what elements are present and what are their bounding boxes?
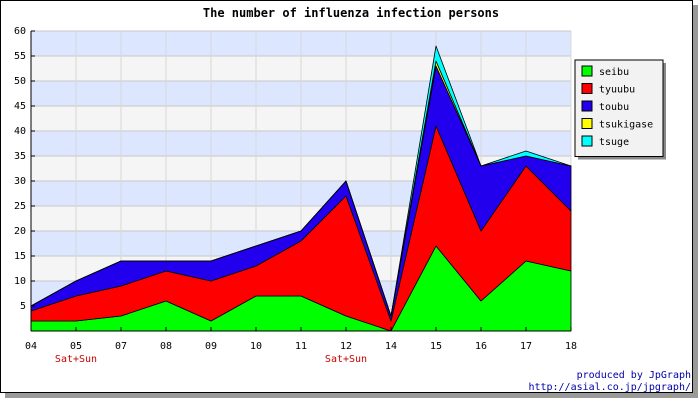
x-tick-label: 11 <box>295 341 307 352</box>
legend-label-seibu: seibu <box>599 67 629 78</box>
y-tick-label: 45 <box>14 101 26 112</box>
x-tick-label: 09 <box>205 341 217 352</box>
legend-label-tyuubu: tyuubu <box>599 85 635 96</box>
weekend-note: Sat+Sun <box>325 354 367 365</box>
x-tick-label: 08 <box>160 341 172 352</box>
legend-swatch-tyuubu <box>581 83 593 94</box>
x-tick-label: 05 <box>70 341 82 352</box>
axes <box>30 30 572 332</box>
legend-label-tsukigase: tsukigase <box>599 120 653 131</box>
x-tick-label: 16 <box>475 341 487 352</box>
y-tick-label: 25 <box>14 201 26 212</box>
area-tsuge <box>30 45 572 317</box>
x-tick-label: 07 <box>115 341 127 352</box>
x-tick-labels: 04 05 07 08 09 10 11 12 14 15 16 17 18 Sat+Sun Sat+Sun <box>25 341 577 365</box>
y-tick-label: 40 <box>14 126 26 137</box>
x-tick-label: 17 <box>520 341 532 352</box>
x-tick-label: 14 <box>385 341 397 352</box>
y-tick-label: 5 <box>20 301 26 312</box>
x-tick-label: 12 <box>340 341 352 352</box>
y-tick-label: 35 <box>14 151 26 162</box>
x-tick-label: 18 <box>565 341 577 352</box>
y-tick-labels: 5 10 15 20 25 30 35 40 45 50 55 60 <box>14 26 26 312</box>
y-tick-label: 30 <box>14 176 26 187</box>
chart-title: The number of influenza infection person… <box>203 6 499 20</box>
legend-swatch-tsukigase <box>581 118 593 129</box>
x-tick-label: 15 <box>430 341 442 352</box>
legend-label-tsuge: tsuge <box>599 137 629 148</box>
legend-swatch-toubu <box>581 100 593 112</box>
credit-line-2: http://asial.co.jp/jpgraph/ <box>528 382 691 393</box>
chart-frame: 5 10 15 20 25 30 35 40 45 50 55 60 04 05 07 08 09 10 11 12… <box>0 0 693 393</box>
y-tick-label: 15 <box>14 251 26 262</box>
legend-label-toubu: toubu <box>599 102 629 113</box>
x-tick-label: 10 <box>250 341 262 352</box>
y-tick-label: 20 <box>14 226 26 237</box>
y-tick-label: 10 <box>14 276 26 287</box>
credit-line-1: produced by JpGraph <box>577 370 691 381</box>
y-tick-label: 55 <box>14 51 26 62</box>
legend-swatch-tsuge <box>581 135 593 147</box>
y-tick-label: 50 <box>14 76 26 87</box>
legend: seibu tyuubu toubu tsukigase tsuge <box>574 59 666 160</box>
y-tick-label: 60 <box>14 26 26 37</box>
x-tick-label: 04 <box>25 341 37 352</box>
weekend-note: Sat+Sun <box>55 354 97 365</box>
legend-swatch-seibu <box>581 65 593 77</box>
